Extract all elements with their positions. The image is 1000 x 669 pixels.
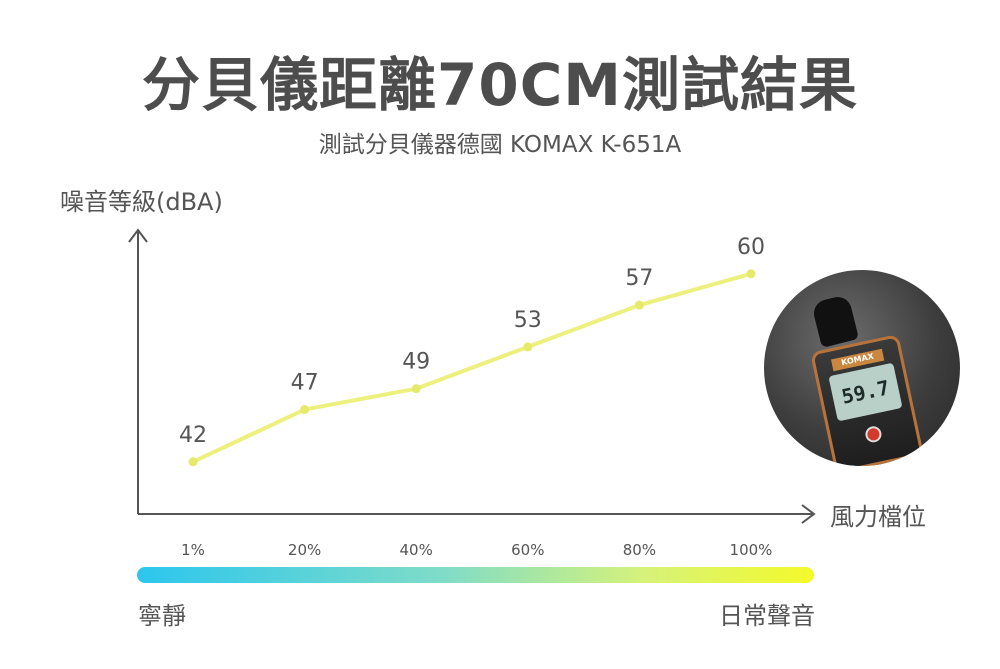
x-axis-arrow — [801, 504, 816, 524]
data-point — [300, 405, 310, 415]
meter-display: 59.7 — [828, 362, 903, 422]
data-label: 57 — [625, 266, 653, 291]
page-subtitle: 測試分貝儀器德國 KOMAX K-651A — [318, 132, 682, 158]
data-label: 42 — [179, 423, 207, 448]
x-tick-label: 60% — [511, 541, 544, 559]
x-tick-label: 20% — [288, 541, 321, 559]
sound-meter-photo: KOMAX 59.7 — [764, 270, 960, 466]
page-title: 分貝儀距離70CM測試結果 — [142, 51, 858, 119]
data-point — [411, 384, 421, 394]
x-tick-label: 40% — [400, 541, 433, 559]
legend-everyday-label: 日常聲音 — [719, 602, 815, 630]
meter-microphone — [811, 294, 859, 348]
y-axis-arrow — [128, 228, 148, 243]
x-tick-label: 80% — [623, 541, 656, 559]
data-point — [188, 457, 198, 467]
x-axis-label: 風力檔位 — [830, 503, 926, 531]
noise-gradient-bar — [137, 567, 814, 583]
x-tick-label: 100% — [730, 541, 773, 559]
data-point — [523, 342, 533, 352]
data-label: 53 — [514, 308, 542, 333]
series-line — [192, 271, 752, 464]
x-tick-label: 1% — [181, 541, 205, 559]
data-label: 47 — [291, 371, 319, 396]
meter-power-button — [863, 424, 883, 444]
data-point — [634, 300, 644, 310]
data-point — [746, 269, 756, 279]
y-axis-label: 噪音等級(dBA) — [60, 188, 223, 216]
data-label: 49 — [402, 350, 430, 375]
data-label: 60 — [737, 235, 765, 260]
legend-quiet-label: 寧靜 — [138, 602, 186, 630]
sound-meter-device: KOMAX 59.7 — [810, 333, 924, 466]
